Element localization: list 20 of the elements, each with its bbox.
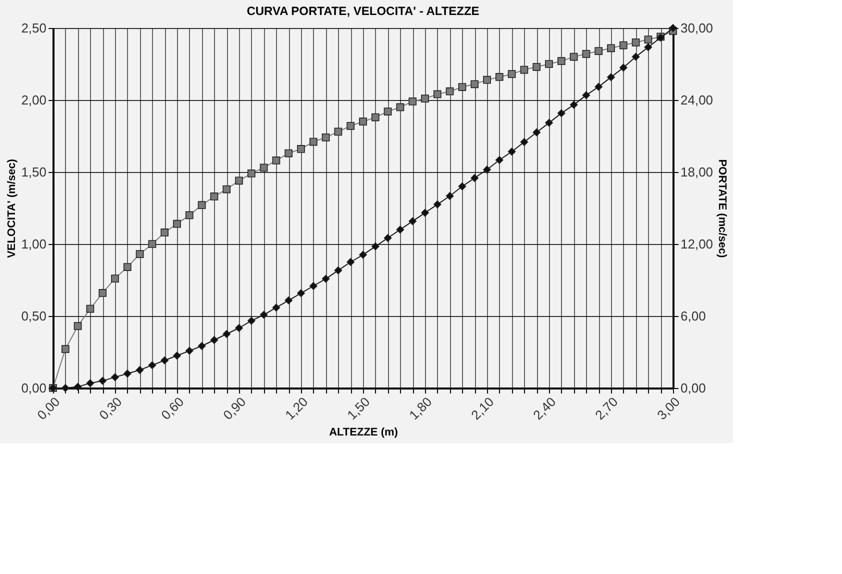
x-tick-label: 0,90 xyxy=(220,394,249,423)
y2-tick-label: 0,00 xyxy=(680,380,706,396)
x-tick-label: 3,00 xyxy=(654,394,683,423)
y2-axis-title: PORTATE (mc/sec) xyxy=(716,159,728,258)
y2-tick-label: 12,00 xyxy=(680,236,714,252)
y2-tick-label: 6,00 xyxy=(680,308,706,324)
x-tick-label: 0,30 xyxy=(96,394,125,423)
y-tick-label: 1,00 xyxy=(21,236,46,252)
y2-tick-label: 18,00 xyxy=(680,164,714,180)
y-tick-label: 0,50 xyxy=(21,308,46,324)
y2-tick-label: 24,00 xyxy=(680,92,714,108)
y2-tick-label: 30,00 xyxy=(680,20,714,36)
x-axis-title: ALTEZZE (m) xyxy=(329,426,398,439)
y-tick-label: 2,00 xyxy=(21,92,46,108)
x-tick-label: 0,60 xyxy=(158,394,187,423)
y-tick-label: 0,00 xyxy=(21,380,46,396)
y-tick-label: 2,50 xyxy=(21,20,46,36)
y-axis-title: VELOCITA' (m/sec) xyxy=(6,158,18,258)
chart-title: CURVA PORTATE, VELOCITA' - ALTEZZE xyxy=(246,4,480,18)
y-tick-label: 1,50 xyxy=(21,164,46,180)
